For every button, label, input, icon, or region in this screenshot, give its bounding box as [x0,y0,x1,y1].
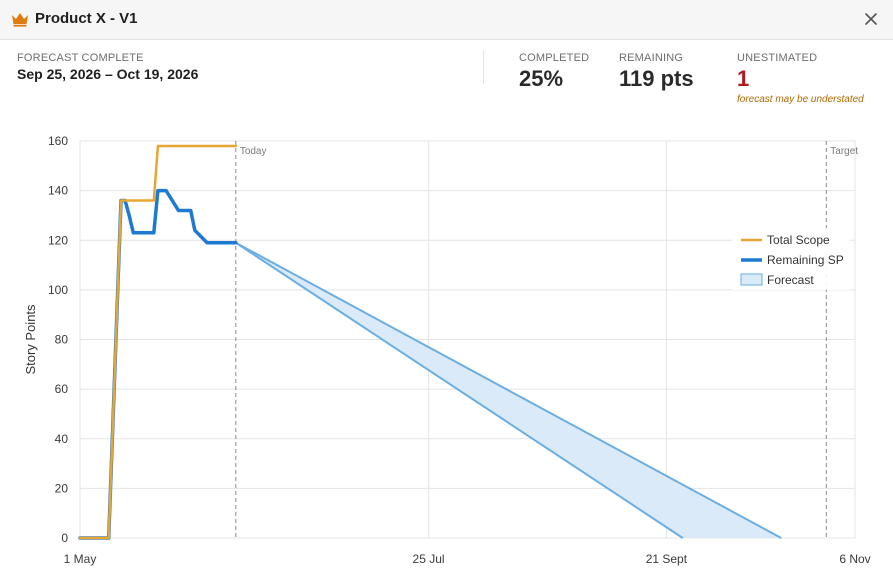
remaining-value: 119 pts [619,66,694,91]
remaining-sp-line [78,188,238,540]
forecast-early-line [235,241,684,539]
y-tick-label: 0 [61,531,68,545]
y-tick-label: 160 [48,134,68,148]
legend-label-total-scope: Total Scope [767,233,830,247]
total-scope-line [78,144,238,540]
y-tick-label: 40 [55,432,69,446]
y-axis-title: Story Points [23,304,38,375]
unestimated-note: forecast may be understated [737,94,864,105]
marker-label-target: Target [830,146,858,157]
y-tick-label: 100 [48,283,68,297]
remaining-label: REMAINING [619,52,684,64]
close-icon[interactable] [860,8,882,30]
forecast-complete-label: FORECAST COMPLETE [17,52,144,64]
x-tick-label: 25 Jul [413,552,445,566]
y-tick-label: 20 [55,481,69,495]
unestimated-label: UNESTIMATED [737,52,818,64]
legend-label-forecast: Forecast [767,273,814,287]
dialog-title: Product X - V1 [35,10,138,27]
marker-label-today: Today [240,146,267,157]
forecast-date-range: Sep 25, 2026 – Oct 19, 2026 [17,66,199,82]
unestimated-value: 1 [737,66,750,91]
x-tick-label: 21 Sept [646,552,688,566]
x-tick-label: 6 Nov [839,552,870,566]
y-tick-label: 140 [48,184,68,198]
legend-swatch-forecast [740,273,763,286]
completed-value: 25% [519,66,564,91]
crown-icon [12,13,28,27]
legend-label-remaining-sp: Remaining SP [767,253,844,267]
x-tick-label: 1 May [64,552,97,566]
y-tick-label: 120 [48,233,68,247]
completed-label: COMPLETED [519,52,590,64]
y-tick-label: 80 [55,333,69,347]
dialog-titlebar: Product X - V1 [0,0,893,40]
stats-divider [483,50,484,84]
forecast-late-line [235,241,782,539]
y-tick-label: 60 [55,382,69,396]
